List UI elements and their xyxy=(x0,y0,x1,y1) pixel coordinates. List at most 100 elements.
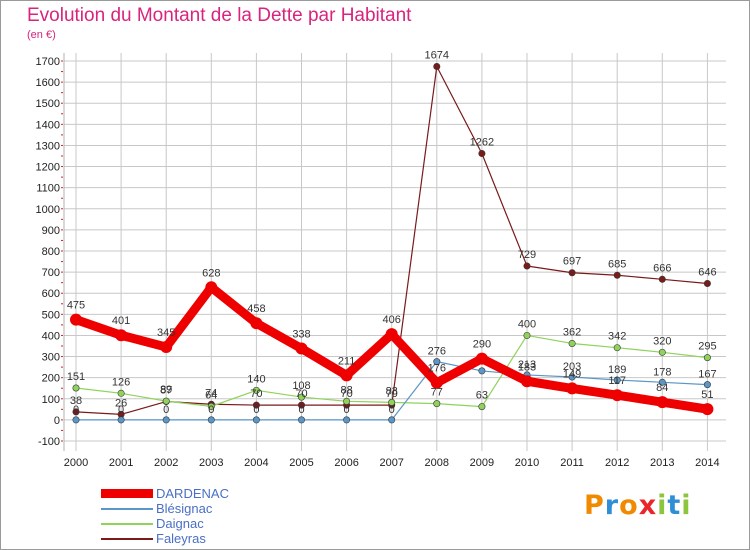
data-point-daignac xyxy=(703,354,711,362)
data-point-dardenac xyxy=(656,396,669,409)
data-label-dardenac: 290 xyxy=(473,339,491,351)
data-point-blesignac xyxy=(703,381,711,389)
data-point-faleyras xyxy=(252,401,260,409)
data-label-blesignac: 0 xyxy=(208,404,214,416)
data-label-daignac: 320 xyxy=(653,335,671,347)
data-label-dardenac: 401 xyxy=(112,315,130,327)
y-tick-label: 1400 xyxy=(36,119,60,131)
legend-swatch-dardenac xyxy=(101,489,153,498)
data-point-dardenac xyxy=(205,281,218,294)
data-label-daignac: 77 xyxy=(431,387,443,399)
x-tick-label: 2004 xyxy=(244,457,268,469)
data-label-blesignac: 0 xyxy=(118,404,124,416)
data-label-dardenac: 211 xyxy=(338,355,356,367)
data-point-blesignac xyxy=(658,378,666,386)
data-point-blesignac xyxy=(388,416,396,424)
legend-label-faleyras: Faleyras xyxy=(156,531,206,546)
data-point-dardenac xyxy=(115,329,128,342)
y-tick-label: -100 xyxy=(38,436,60,448)
data-label-faleyras: 74 xyxy=(205,387,217,399)
data-point-faleyras xyxy=(703,280,711,288)
data-point-dardenac xyxy=(566,382,579,395)
data-label-daignac: 140 xyxy=(247,373,265,385)
data-point-daignac xyxy=(613,344,621,352)
x-tick-label: 2014 xyxy=(695,457,719,469)
data-label-blesignac: 189 xyxy=(608,364,626,376)
data-label-daignac: 83 xyxy=(386,385,398,397)
data-point-dardenac xyxy=(70,313,82,326)
data-label-daignac: 63 xyxy=(476,390,488,402)
legend-swatch-faleyras xyxy=(101,538,153,540)
data-label-daignac: 362 xyxy=(563,326,581,338)
data-label-daignac: 89 xyxy=(160,384,172,396)
data-label-dardenac: 84 xyxy=(656,382,668,394)
logo-letter: i xyxy=(657,490,668,521)
data-point-daignac xyxy=(252,386,260,394)
y-tick-label: 100 xyxy=(42,394,60,406)
data-point-blesignac xyxy=(297,416,305,424)
x-tick-label: 2002 xyxy=(154,457,178,469)
logo-letter: t xyxy=(667,490,682,521)
logo-letter: r xyxy=(604,490,620,521)
data-point-faleyras xyxy=(478,149,486,157)
data-point-faleyras xyxy=(613,271,621,279)
data-label-dardenac: 475 xyxy=(67,300,85,312)
data-point-faleyras xyxy=(523,262,531,270)
data-point-daignac xyxy=(297,393,305,401)
data-point-daignac xyxy=(568,339,576,347)
logo-letter: P xyxy=(584,490,605,521)
data-point-dardenac xyxy=(385,328,398,341)
data-point-daignac xyxy=(388,398,396,406)
y-tick-label: 1600 xyxy=(36,77,60,89)
legend-label-daignac: Daignac xyxy=(156,516,204,531)
data-point-faleyras xyxy=(658,275,666,283)
logo-letter: x xyxy=(638,490,658,521)
data-label-dardenac: 458 xyxy=(247,303,265,315)
chart-subtitle: (en €) xyxy=(27,29,56,41)
x-tick-label: 2013 xyxy=(650,457,674,469)
x-tick-label: 2005 xyxy=(289,457,313,469)
data-label-daignac: 400 xyxy=(518,318,536,330)
y-tick-label: 900 xyxy=(42,225,60,237)
data-point-daignac xyxy=(523,331,531,339)
x-tick-label: 2003 xyxy=(199,457,223,469)
x-tick-label: 2011 xyxy=(560,457,584,469)
y-tick-label: 600 xyxy=(42,288,60,300)
axes: -100010020030040050060070080090010001100… xyxy=(36,53,720,469)
y-tick-label: 1300 xyxy=(36,140,60,152)
chart-title: Evolution du Montant de la Dette par Hab… xyxy=(27,5,412,26)
data-label-dardenac: 338 xyxy=(292,329,310,341)
data-label-faleyras: 38 xyxy=(70,395,82,407)
data-point-blesignac xyxy=(72,416,80,424)
data-point-dardenac xyxy=(611,389,624,402)
data-label-blesignac: 167 xyxy=(698,369,716,381)
data-label-faleyras: 70 xyxy=(340,388,352,400)
data-label-faleyras: 70 xyxy=(295,388,307,400)
data-label-faleyras: 697 xyxy=(563,256,581,268)
data-point-faleyras xyxy=(72,408,80,416)
data-label-faleyras: 70 xyxy=(250,388,262,400)
data-point-daignac xyxy=(343,397,351,405)
data-point-dardenac xyxy=(295,342,308,355)
x-tick-label: 2006 xyxy=(334,457,358,469)
logo-letter: o xyxy=(619,490,639,521)
series-lines xyxy=(70,62,714,424)
data-label-daignac: 342 xyxy=(608,331,626,343)
y-tick-label: 200 xyxy=(42,373,60,385)
proxiti-logo: Proxiti xyxy=(584,490,692,521)
data-label-faleyras: 729 xyxy=(518,249,536,261)
data-point-daignac xyxy=(478,403,486,411)
data-point-dardenac xyxy=(521,375,533,388)
data-label-dardenac: 117 xyxy=(608,375,626,387)
data-label-blesignac: 213 xyxy=(518,359,536,371)
data-label-daignac: 88 xyxy=(340,384,352,396)
x-tick-label: 2007 xyxy=(379,457,403,469)
data-label-faleyras: 1262 xyxy=(470,136,494,148)
x-tick-label: 2008 xyxy=(425,457,449,469)
data-label-daignac: 295 xyxy=(698,341,716,353)
data-point-daignac xyxy=(162,397,170,405)
data-point-blesignac xyxy=(343,416,351,424)
data-point-blesignac xyxy=(568,373,576,381)
